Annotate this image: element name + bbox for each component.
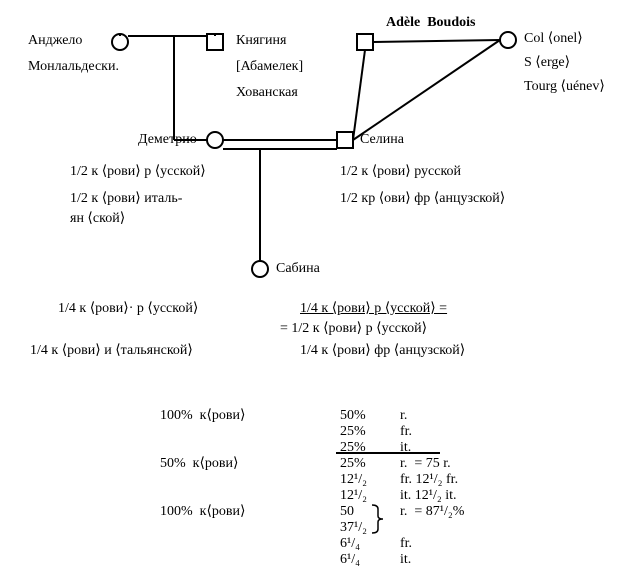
table-cell: 100% к⟨рови⟩: [160, 503, 246, 521]
table-cell: 100% к⟨рови⟩: [160, 407, 246, 425]
table-cell: fr.: [400, 423, 412, 441]
table-cell: fr. 12¹/₂ fr.: [400, 471, 458, 489]
sel-line1: 1/2 к ⟨рови⟩ русской: [340, 163, 461, 181]
label-andzhelo-1: Анджело: [28, 32, 82, 50]
dem-line2: 1/2 к ⟨рови⟩ италь-: [70, 190, 182, 208]
label-sabina: Сабина: [276, 260, 320, 278]
label-demetrio: Деметрио: [138, 131, 197, 149]
label-knyaginya-1: Княгиня: [236, 32, 286, 50]
label-selina: Селина: [360, 131, 404, 149]
table-cell: r. = 75 r.: [400, 455, 451, 473]
label-colonel-3: Tourg ⟨uénev⟩: [524, 78, 605, 96]
sab-l2: 1/4 к ⟨рови⟩ и ⟨тальянской⟩: [30, 342, 193, 360]
table-cell: it. 12¹/₂ it.: [400, 487, 457, 505]
label-colonel-1: Col ⟨onel⟩: [524, 30, 583, 48]
table-cell: 25%: [340, 423, 366, 441]
table-cell: 50% к⟨рови⟩: [160, 455, 239, 473]
table-cell: it.: [400, 439, 411, 457]
dem-line3: ян ⟨ской⟩: [70, 210, 125, 228]
table-cell: it.: [400, 551, 411, 569]
table-cell: 12¹/₂: [340, 487, 367, 505]
table-cell: 25%: [340, 439, 366, 457]
table-cell: 6¹/₄: [340, 551, 360, 569]
label-andzhelo-2: Монлальдески.: [28, 58, 119, 76]
sab-r1: 1/4 к ⟨рови⟩ р ⟨усской⟩ =: [300, 300, 447, 318]
label-adele: Adèle Boudois: [386, 14, 475, 32]
label-colonel-2: S ⟨erge⟩: [524, 54, 570, 72]
sab-l1: 1/4 к ⟨рови⟩· р ⟨усской⟩: [58, 300, 198, 318]
table-cell: 12¹/₂: [340, 471, 367, 489]
table-cell: fr.: [400, 535, 412, 553]
sab-r2: = 1/2 к ⟨рови⟩ р ⟨усской⟩: [280, 320, 427, 338]
table-cell: r. = 87¹/₂%: [400, 503, 464, 521]
label-knyaginya-2: [Абамелек]: [236, 58, 303, 76]
sel-line2: 1/2 кр ⟨ови⟩ фр ⟨анцузской⟩: [340, 190, 505, 208]
sab-r3: 1/4 к ⟨рови⟩ фр ⟨анцузской⟩: [300, 342, 465, 360]
table-cell: 37¹/₂: [340, 519, 367, 537]
table-cell: 50: [340, 503, 354, 521]
label-knyaginya-3: Хованская: [236, 84, 298, 102]
table-cell: 50%: [340, 407, 366, 425]
table-cell: 6¹/₄: [340, 535, 360, 553]
table-cell: r.: [400, 407, 407, 425]
table-cell: 25%: [340, 455, 366, 473]
dem-line1: 1/2 к ⟨рови⟩ р ⟨усской⟩: [70, 163, 206, 181]
